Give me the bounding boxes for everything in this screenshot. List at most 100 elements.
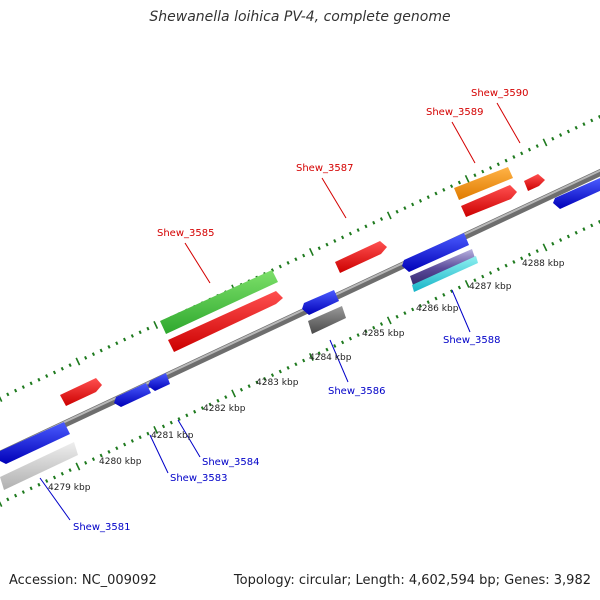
reverse-tick-mark — [442, 292, 446, 297]
gene-label-shew-3584[interactable]: Shew_3584 — [202, 457, 259, 468]
reverse-tick-mark — [60, 471, 64, 476]
reverse-tick-mark — [473, 278, 477, 283]
reverse-tick-mark — [457, 285, 462, 290]
forward-scale-ticks — [0, 114, 600, 402]
forward-tick-mark — [91, 352, 96, 357]
forward-tick-mark — [411, 202, 415, 207]
feature-f4[interactable] — [335, 241, 387, 273]
forward-tick-mark — [590, 118, 594, 123]
forward-tick-mark — [488, 166, 493, 170]
feature-r5[interactable] — [302, 290, 339, 315]
leader-shew-3589 — [451, 121, 476, 164]
gene-label-shew-3588[interactable]: Shew_3588 — [443, 335, 500, 346]
forward-tick-mark — [52, 370, 57, 375]
gene-label-shew-3587[interactable]: Shew_3587 — [296, 163, 353, 174]
forward-tick-mark — [473, 173, 477, 178]
reverse-tick-mark — [231, 389, 237, 398]
feature-f3[interactable] — [168, 291, 283, 352]
forward-tick-mark — [29, 381, 33, 386]
feature-f6[interactable] — [461, 185, 517, 217]
forward-tick-mark — [535, 144, 539, 148]
forward-tick-mark — [426, 195, 430, 200]
feature-f7[interactable] — [524, 174, 545, 191]
leader-lines — [39, 102, 521, 521]
reverse-tick-mark — [372, 325, 376, 330]
kbp-label-4284: 4284 kbp — [309, 353, 352, 363]
forward-tick-mark — [558, 133, 563, 137]
reverse-tick-mark — [512, 260, 516, 264]
forward-tick-mark — [340, 235, 345, 240]
reverse-tick-mark — [426, 300, 430, 305]
gene-label-shew-3590[interactable]: Shew_3590 — [471, 88, 528, 99]
reverse-tick-mark — [216, 398, 220, 403]
reverse-tick-mark — [333, 344, 337, 348]
feature-f1[interactable] — [60, 378, 102, 406]
reverse-tick-mark — [13, 493, 18, 498]
feature-r8[interactable] — [410, 249, 476, 288]
reverse-tick-mark — [496, 267, 500, 272]
kbp-label-4286: 4286 kbp — [416, 304, 459, 314]
forward-tick-mark — [442, 187, 446, 192]
kbp-label-4279: 4279 kbp — [48, 483, 91, 493]
reverse-tick-mark — [340, 340, 345, 345]
reverse-tick-mark — [146, 431, 150, 436]
feature-f5[interactable] — [454, 167, 513, 200]
forward-tick-mark — [356, 228, 360, 232]
forward-tick-mark — [146, 326, 150, 331]
reverse-tick-mark — [185, 413, 189, 418]
reverse-tick-mark — [527, 252, 532, 257]
reverse-tick-mark — [200, 406, 205, 410]
reverse-tick-mark — [464, 279, 470, 288]
forward-tick-mark — [37, 377, 41, 382]
reverse-tick-mark — [590, 223, 594, 228]
reverse-tick-mark — [302, 358, 306, 363]
forward-tick-mark — [107, 344, 111, 349]
forward-tick-mark — [68, 363, 72, 368]
leader-shew-3588 — [451, 289, 471, 333]
forward-tick-mark — [333, 239, 337, 243]
forward-tick-mark — [0, 396, 3, 402]
leader-shew-3585 — [184, 242, 211, 284]
feature-r6[interactable] — [308, 306, 346, 334]
feature-r7[interactable] — [402, 233, 469, 272]
feature-r1[interactable] — [0, 422, 70, 464]
gene-label-shew-3586[interactable]: Shew_3586 — [328, 386, 385, 397]
feature-r3[interactable] — [114, 383, 151, 407]
leader-shew-3586 — [329, 339, 349, 383]
feature-r2[interactable] — [0, 442, 78, 490]
reverse-tick-mark — [270, 373, 275, 378]
forward-tick-mark — [574, 125, 578, 130]
gene-label-shew-3589[interactable]: Shew_3589 — [426, 107, 483, 118]
reverse-tick-mark — [364, 329, 368, 334]
feature-r9[interactable] — [412, 256, 478, 292]
gene-label-shew-3581[interactable]: Shew_3581 — [73, 522, 130, 533]
reverse-tick-mark — [551, 241, 555, 246]
kbp-label-4288: 4288 kbp — [522, 259, 565, 269]
forward-tick-mark — [551, 136, 555, 141]
forward-tick-mark — [348, 231, 353, 236]
feature-f2[interactable] — [160, 270, 278, 334]
reverse-tick-mark — [566, 234, 571, 239]
forward-tick-mark — [270, 268, 275, 273]
gene-label-shew-3583[interactable]: Shew_3583 — [170, 473, 227, 484]
forward-tick-mark — [294, 257, 298, 262]
forward-tick-mark — [364, 224, 368, 229]
backbone-highlight — [0, 169, 600, 454]
forward-tick-mark — [6, 392, 10, 397]
reverse-tick-mark — [255, 380, 259, 385]
reverse-tick-mark — [91, 457, 96, 462]
reverse-tick-mark — [29, 486, 33, 491]
leader-shew-3581 — [39, 477, 71, 521]
forward-tick-mark — [418, 198, 423, 203]
forward-tick-mark — [504, 158, 508, 163]
forward-tick-mark — [450, 184, 454, 189]
feature-r10[interactable] — [553, 178, 600, 209]
kbp-label-4280: 4280 kbp — [99, 457, 142, 467]
feature-r4[interactable] — [148, 373, 170, 391]
backbone-line — [0, 168, 600, 459]
reverse-tick-mark — [582, 227, 586, 232]
accession-text: Accession: NC_009092 — [9, 573, 157, 588]
forward-tick-mark — [13, 388, 18, 393]
reverse-tick-mark — [520, 256, 524, 261]
gene-label-shew-3585[interactable]: Shew_3585 — [157, 228, 214, 239]
